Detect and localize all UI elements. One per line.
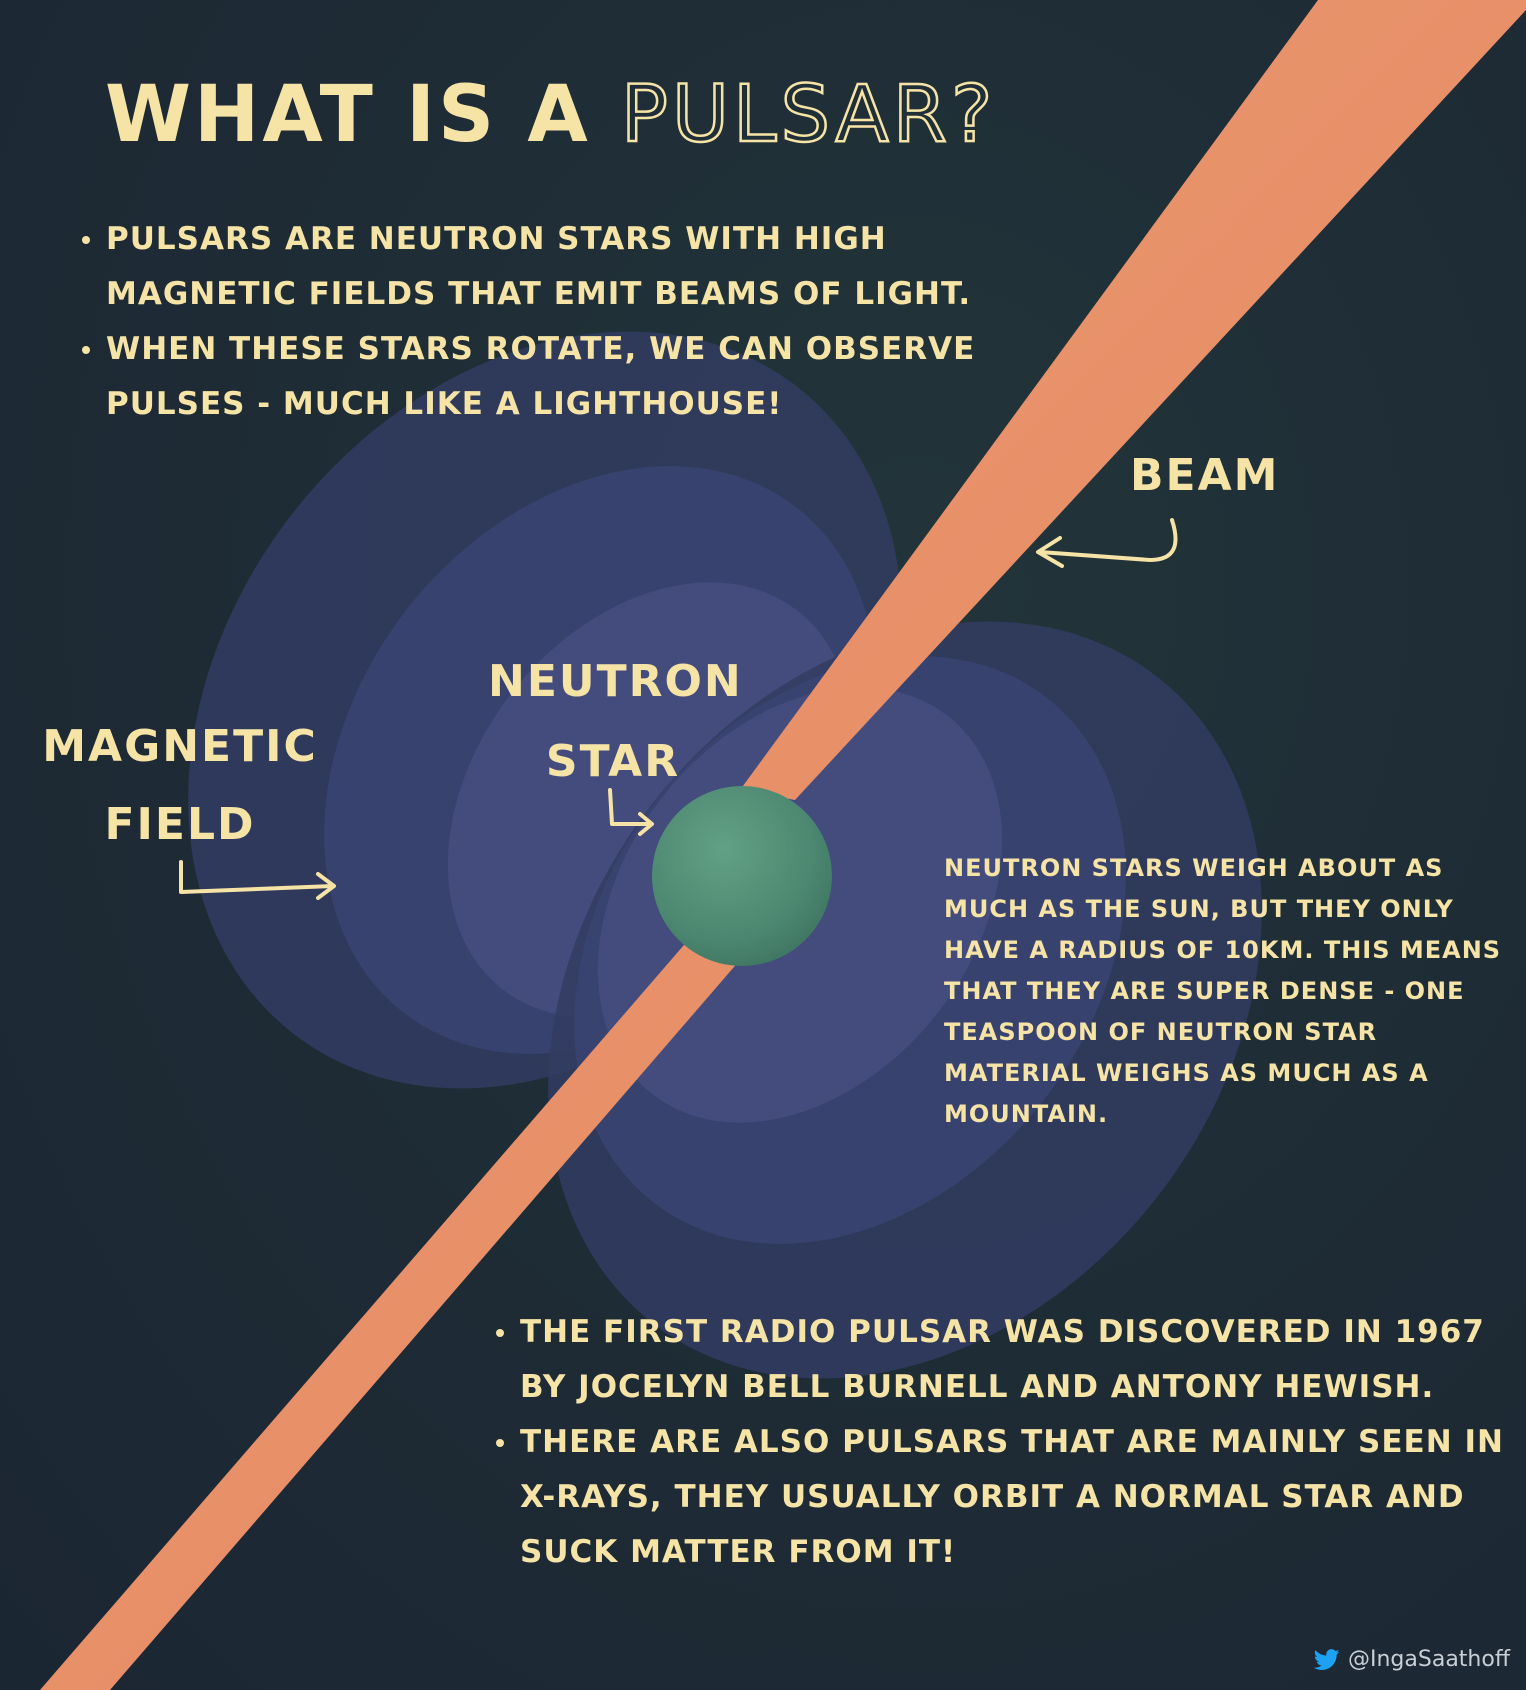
magnetic-field-arrow [179,860,335,894]
neutron-star [652,786,832,966]
intro-bullet: When these stars rotate, we can observe … [80,322,1030,432]
magnetic-field-label: Magnetic Field [30,708,330,864]
author-handle: @IngaSaathoff [1348,1647,1510,1672]
fact-bullet: The first radio pulsar was discovered in… [494,1305,1524,1415]
title-highlight: Pulsar? [620,69,997,162]
beam-upper [740,0,1526,800]
neutron-star-arrow-head [638,812,654,836]
beam-arrow [1038,518,1178,563]
twitter-bird-icon [1314,1648,1340,1670]
neutron-star-label-line2: Star [545,736,681,787]
magnetic-field-label-line1: Magnetic [42,721,318,772]
density-note: Neutron stars weigh about as much as the… [944,854,1502,1128]
intro-bullet: Pulsars are neutron stars with high magn… [80,212,1030,322]
neutron-star-label-line1: Neutron [488,656,743,707]
title-prefix: What is a [105,70,591,160]
intro-bullet-list: Pulsars are neutron stars with high magn… [80,212,1030,432]
neutron-star-label: Neutron Star [488,642,743,802]
fact-bullet: There are also pulsars that are mainly s… [494,1415,1524,1580]
beam-arrow-head [1036,536,1064,568]
author-credit[interactable]: @IngaSaathoff [1314,1647,1510,1672]
page-title: What is a Pulsar? [105,69,997,162]
magnetic-field-arrow-head [316,872,336,900]
magnetic-field-label-line2: Field [104,799,256,850]
beam-lower [40,938,740,1690]
facts-bullet-list: The first radio pulsar was discovered in… [494,1305,1524,1580]
neutron-star-arrow [608,788,652,826]
beam-label: Beam [1130,450,1280,501]
